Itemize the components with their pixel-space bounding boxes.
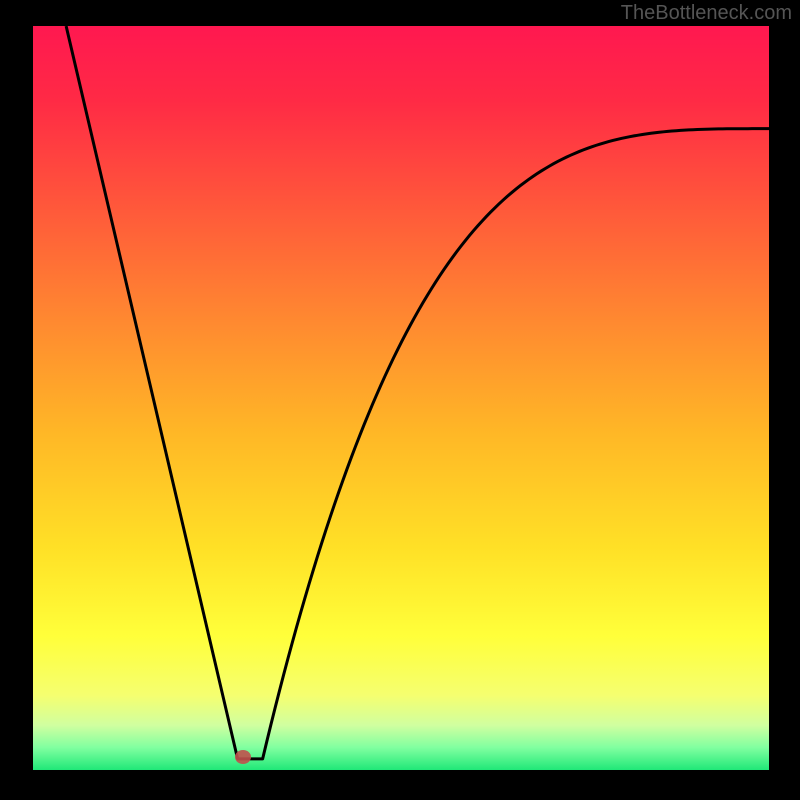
watermark-text: TheBottleneck.com: [621, 2, 792, 25]
optimum-marker: [235, 750, 251, 764]
plot-area: [33, 26, 769, 770]
bottleneck-curve: [33, 26, 769, 770]
curve-path: [66, 26, 769, 759]
